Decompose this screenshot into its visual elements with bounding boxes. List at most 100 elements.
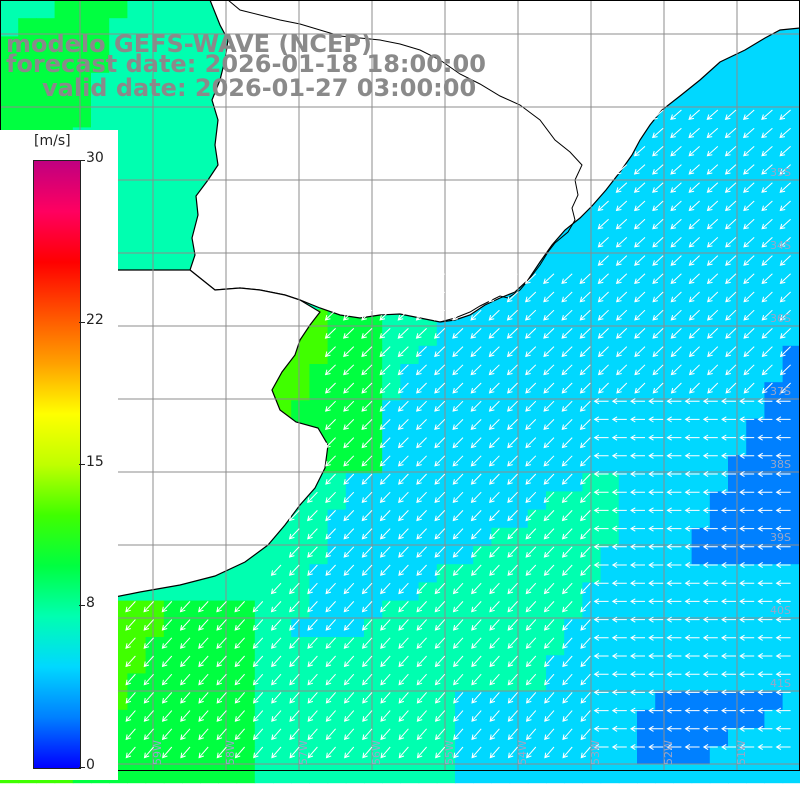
wind-arrow	[361, 473, 373, 485]
wind-arrow	[380, 619, 391, 631]
wind-speed-cell	[163, 764, 183, 784]
wind-arrow	[611, 598, 627, 605]
wind-arrow	[648, 416, 664, 423]
wind-speed-cell	[764, 655, 784, 674]
wind-arrow	[452, 328, 464, 339]
wind-speed-cell	[600, 254, 620, 274]
wind-speed-cell	[782, 72, 800, 92]
wind-arrow	[470, 309, 482, 321]
wind-speed-cell	[182, 163, 201, 183]
wind-speed-cell	[127, 36, 147, 56]
wind-speed-cell	[436, 655, 456, 674]
wind-arrow	[615, 237, 628, 248]
wind-arrow	[666, 634, 682, 641]
wind-arrow	[380, 582, 391, 595]
wind-arrow	[707, 328, 719, 339]
wind-arrow	[634, 309, 646, 321]
wind-arrow	[179, 601, 191, 613]
wind-arrow	[525, 291, 537, 303]
wind-arrow	[725, 273, 737, 285]
wind-speed-cell	[436, 709, 456, 729]
wind-arrow	[434, 473, 446, 485]
wind-speed-cell	[709, 418, 729, 438]
wind-arrow	[125, 710, 136, 722]
wind-speed-cell	[655, 509, 674, 529]
wind-arrow	[471, 728, 482, 741]
wind-arrow	[361, 437, 373, 449]
wind-arrow	[707, 291, 719, 303]
wind-arrow	[652, 364, 664, 376]
wind-arrow	[543, 564, 555, 576]
wind-arrow	[739, 671, 755, 678]
wind-arrow	[143, 710, 154, 722]
wind-arrow	[398, 655, 409, 668]
wind-arrow	[525, 437, 537, 449]
wind-arrow	[343, 564, 355, 576]
wind-arrow	[489, 546, 500, 558]
wind-speed-cell	[163, 200, 183, 219]
wind-arrow	[397, 400, 409, 412]
wind-speed-cell	[746, 764, 765, 784]
wind-speed-cell	[600, 309, 620, 329]
wind-arrow	[721, 689, 736, 696]
wind-arrow	[489, 692, 500, 704]
wind-arrow	[470, 419, 482, 430]
wind-speed-cell	[691, 218, 711, 238]
wind-speed-cell	[145, 236, 165, 256]
wind-arrow	[597, 127, 609, 139]
wind-arrow	[580, 673, 591, 686]
wind-arrow	[525, 382, 537, 394]
wind-speed-cell	[36, 109, 56, 128]
wind-arrow	[743, 200, 755, 212]
wind-arrow	[343, 728, 355, 741]
wind-speed-cell	[709, 72, 729, 92]
wind-speed-cell	[782, 491, 800, 511]
wind-speed-cell	[455, 673, 474, 693]
wind-arrow	[525, 455, 537, 467]
wind-speed-cell	[746, 491, 765, 511]
wind-arrow	[611, 452, 627, 459]
wind-arrow	[452, 619, 464, 631]
wind-arrow	[666, 580, 682, 587]
wind-speed-cell	[782, 527, 800, 547]
wind-arrow	[416, 419, 427, 430]
wind-arrow	[775, 398, 791, 405]
wind-arrow	[470, 346, 482, 358]
wind-arrow	[630, 543, 645, 550]
wind-speed-cell	[236, 655, 256, 674]
wind-arrow	[470, 328, 482, 339]
wind-speed-cell	[673, 691, 693, 711]
wind-speed-cell	[200, 655, 219, 674]
wind-speed-cell	[709, 637, 729, 656]
wind-arrow	[579, 273, 591, 285]
wind-arrow	[307, 528, 318, 540]
wind-arrow	[380, 601, 391, 613]
wind-arrow	[757, 725, 773, 732]
wind-speed-cell	[345, 327, 365, 347]
wind-arrow	[616, 346, 628, 358]
wind-speed-cell	[655, 618, 674, 638]
wind-speed-cell	[618, 473, 638, 492]
wind-speed-cell	[54, 72, 74, 92]
wind-arrow	[739, 543, 755, 550]
wind-arrow	[180, 728, 191, 741]
wind-arrow	[702, 525, 718, 532]
wind-arrow	[489, 673, 500, 686]
wind-arrow	[593, 416, 609, 423]
wind-speed-cell	[764, 273, 784, 292]
wind-arrow	[380, 728, 391, 741]
wind-speed-cell	[691, 273, 711, 292]
wind-arrow	[434, 491, 446, 503]
wind-speed-cell	[764, 109, 784, 128]
wind-arrow	[543, 455, 555, 467]
wind-arrow	[452, 437, 464, 449]
wind-arrow	[597, 146, 609, 157]
wind-arrow	[666, 452, 682, 459]
wind-arrow	[488, 455, 500, 467]
wind-arrow	[688, 346, 700, 358]
wind-speed-cell	[54, 91, 74, 110]
wind-arrow	[648, 561, 664, 569]
wind-arrow	[670, 346, 682, 358]
wind-arrow	[666, 598, 682, 605]
wind-speed-cell	[145, 54, 165, 74]
